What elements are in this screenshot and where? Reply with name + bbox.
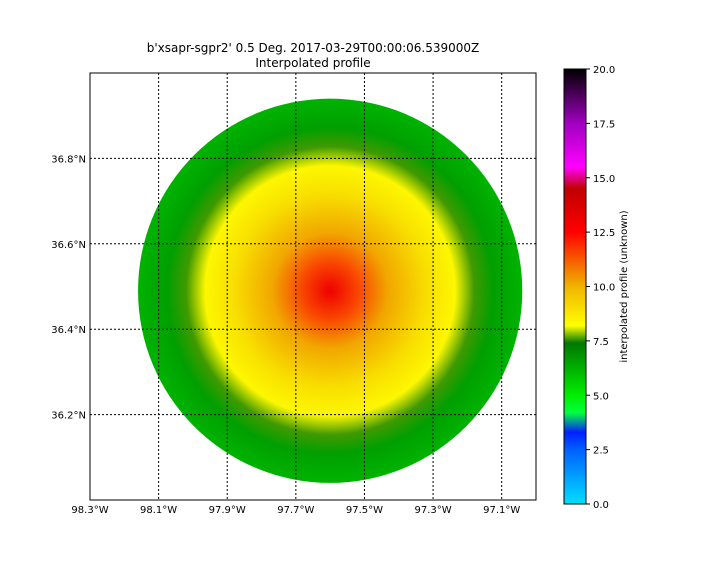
x-tick-label: 97.1°W [483, 505, 520, 516]
colorbar-tick-label: 7.5 [593, 337, 609, 348]
x-tick-label: 97.5°W [346, 505, 383, 516]
colorbar-tick-label: 10.0 [593, 283, 615, 294]
plot-frame [89, 72, 537, 501]
x-axis: 98.3°W 98.1°W 97.9°W 97.7°W 97.5°W 97.3°W 97.1… [71, 505, 520, 516]
y-tick-label: 36.2°N [51, 411, 86, 422]
radar-sweep [138, 98, 523, 483]
y-axis: 36.2°N 36.4°N 36.6°N 36.8°N [51, 154, 86, 421]
colorbar-bar [563, 68, 587, 505]
colorbar-tick-label: 17.5 [593, 119, 615, 130]
y-tick-label: 36.6°N [51, 240, 86, 251]
colorbar-tick-label: 0.0 [593, 500, 609, 511]
chart-title: b'xsapr-sgpr2' 0.5 Deg. 2017-03-29T00:00… [146, 41, 480, 55]
radar-layer [138, 98, 523, 483]
colorbar-tick-label: 20.0 [593, 65, 615, 76]
colorbar: 0.0 2.5 5.0 7.5 10.0 12.5 15.0 17.5 20.0 interpo… [563, 65, 630, 511]
colorbar-ticks: 0.0 2.5 5.0 7.5 10.0 12.5 15.0 17.5 20.0 [586, 65, 615, 511]
x-tick-label: 97.7°W [277, 505, 314, 516]
chart-subtitle: Interpolated profile [255, 56, 371, 70]
y-tick-label: 36.4°N [51, 325, 86, 336]
y-tick-label: 36.8°N [51, 154, 86, 165]
x-tick-label: 97.3°W [414, 505, 451, 516]
colorbar-tick-label: 2.5 [593, 446, 609, 457]
x-tick-label: 97.9°W [209, 505, 246, 516]
x-tick-label: 98.1°W [140, 505, 177, 516]
x-tick-label: 98.3°W [71, 505, 108, 516]
colorbar-tick-label: 12.5 [593, 228, 615, 239]
colorbar-tick-label: 15.0 [593, 174, 615, 185]
colorbar-label: interpolated profile (unknown) [619, 210, 630, 362]
colorbar-tick-label: 5.0 [593, 391, 609, 402]
